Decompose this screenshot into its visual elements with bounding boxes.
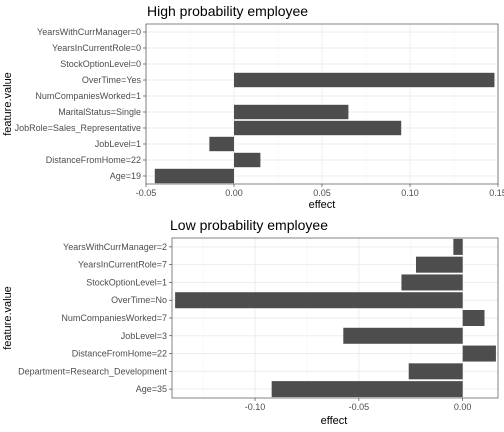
category-labels: YearsWithCurrManager=2 YearsInCurrentRole… (18, 242, 167, 394)
x-tick-label: 0.00 (225, 188, 243, 198)
y-axis-title: feature.value (2, 72, 14, 136)
category-label: MaritalStatus=Single (58, 107, 141, 117)
category-label: Age=35 (136, 384, 167, 394)
x-tick-label: 0.15 (489, 188, 504, 198)
category-label: OverTime=No (111, 295, 167, 305)
x-tick-label: -0.05 (136, 188, 157, 198)
bar (415, 256, 463, 273)
bar (401, 274, 463, 291)
bar (271, 381, 463, 398)
category-label: JobLevel=3 (121, 331, 167, 341)
bar (234, 120, 402, 136)
x-tick-label: -0.05 (349, 402, 370, 412)
category-label: DistanceFromHome=22 (72, 349, 167, 359)
bar (408, 363, 463, 380)
x-tick-label: 0.10 (401, 188, 419, 198)
category-labels: YearsWithCurrManager=0 YearsInCurrentRole… (15, 27, 142, 181)
category-label: YearsWithCurrManager=2 (63, 242, 167, 252)
bar (234, 152, 261, 168)
bar (462, 345, 496, 362)
category-label: NumCompaniesWorked=7 (61, 313, 167, 323)
category-label: StockOptionLevel=0 (60, 59, 141, 69)
category-label: Age=19 (110, 171, 141, 181)
chart-low-probability: Low probability employee YearsWithCurrMa… (2, 217, 499, 427)
axis-ticks (169, 246, 464, 401)
axis-ticks (143, 31, 499, 187)
bar (154, 168, 234, 184)
bar (462, 310, 485, 326)
chart-title: High probability employee (147, 3, 308, 19)
category-label: StockOptionLevel=1 (86, 277, 167, 287)
category-label: OverTime=Yes (82, 75, 142, 85)
category-label: YearsInCurrentRole=0 (52, 43, 141, 53)
category-label: NumCompaniesWorked=1 (35, 91, 141, 101)
gridlines (145, 24, 499, 184)
x-tick-labels: -0.05 0.00 0.05 0.10 0.15 (136, 188, 504, 198)
bar (175, 292, 463, 309)
bar (234, 72, 495, 88)
bars (154, 72, 495, 184)
x-tick-label: 0.00 (454, 402, 472, 412)
category-label: YearsInCurrentRole=7 (78, 260, 167, 270)
bar (234, 104, 349, 120)
category-label: Department=Research_Development (18, 366, 167, 376)
x-tick-labels: -0.10 -0.05 0.00 (245, 402, 472, 412)
bar (209, 136, 234, 152)
x-axis-title: effect (321, 415, 348, 427)
category-label: YearsWithCurrManager=0 (37, 27, 141, 37)
category-label: JobLevel=1 (95, 139, 141, 149)
bar (453, 238, 463, 255)
chart-high-probability: High probability employee YearsWithCurrM… (2, 3, 504, 211)
bar (343, 327, 463, 344)
category-label: JobRole=Sales_Representative (15, 123, 141, 133)
x-axis-title: effect (309, 199, 336, 211)
bars (175, 238, 496, 398)
category-label: DistanceFromHome=22 (46, 155, 141, 165)
y-axis-title: feature.value (2, 286, 14, 350)
x-tick-label: 0.05 (313, 188, 331, 198)
x-tick-label: -0.10 (245, 402, 266, 412)
chart-title: Low probability employee (170, 217, 328, 233)
